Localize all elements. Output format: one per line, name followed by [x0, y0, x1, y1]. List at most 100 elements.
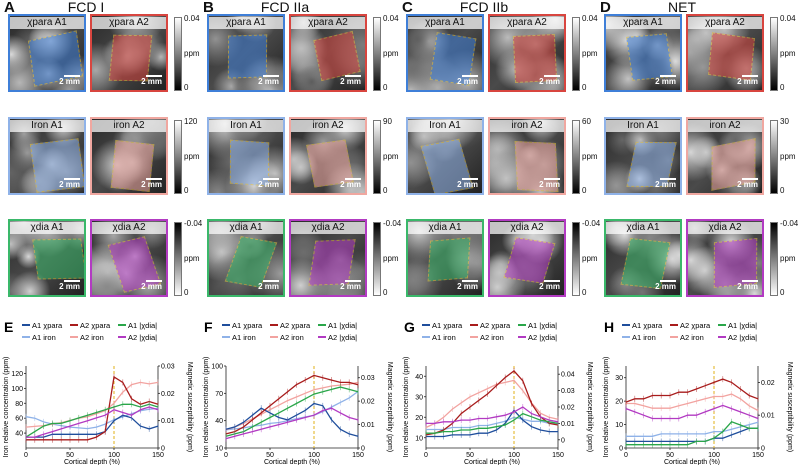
scale-bar-label: 2 mm	[258, 77, 279, 86]
roi-overlay	[31, 238, 84, 280]
legend-label: A2 χpara	[280, 321, 311, 330]
colorbar-max-label: 30	[780, 117, 789, 126]
tile-label: χdia A2	[291, 222, 365, 234]
scale-bar	[742, 280, 758, 282]
y-axis-label: Iron relative concentration (ppm)	[3, 357, 10, 458]
colorbar	[174, 17, 182, 91]
x-tick-label: 150	[352, 452, 364, 459]
colorbar-min-label: 0	[780, 288, 785, 297]
mri-tile-a1: χpara A1 2 mm	[207, 14, 285, 92]
scale-bar	[345, 75, 361, 77]
scale-bar	[345, 280, 361, 282]
x-tick-label: 50	[66, 452, 74, 459]
scale-bar-label: 2 mm	[141, 180, 162, 189]
legend-label: A2 χpara	[680, 321, 711, 330]
x-tick-label: 50	[266, 452, 274, 459]
series-line	[225, 386, 359, 437]
mri-tile-a1: χpara A1 2 mm	[8, 14, 86, 92]
colorbar	[174, 120, 182, 194]
mri-tile-a2: χdia A2 2 mm	[686, 219, 764, 297]
x-tick-label: 0	[24, 452, 28, 459]
series-line	[25, 403, 159, 438]
x-tick-label: 50	[666, 452, 674, 459]
scale-bar	[64, 280, 80, 282]
legend-label: A1 iron	[632, 333, 656, 342]
y-tick-label: 120	[11, 371, 23, 378]
series-line	[425, 370, 559, 436]
scale-bar-label: 2 mm	[539, 180, 560, 189]
legend-label: A2 χpara	[80, 321, 111, 330]
y-tick-label: 10	[215, 446, 223, 453]
mri-tile-a1: χpara A1 2 mm	[604, 14, 682, 92]
scale-bar-label: 2 mm	[655, 282, 676, 291]
scale-bar	[462, 178, 478, 180]
colorbar-max-label: -0.04	[184, 219, 203, 228]
series-line	[26, 375, 159, 441]
y2-tick-label: 0	[161, 446, 165, 453]
scale-bar	[660, 280, 676, 282]
y-tick-label: 10	[615, 422, 623, 429]
roi-overlay	[227, 34, 267, 78]
mri-tile-a1: χdia A1 2 mm	[207, 219, 285, 297]
x-tick-label: 0	[224, 452, 228, 459]
mri-tile-a2: iron A2 2 mm	[289, 117, 367, 195]
colorbar-unit-label: ppm	[383, 152, 399, 161]
colorbar-min-label: 0	[383, 83, 388, 92]
colorbar-min-label: 0	[383, 186, 388, 195]
scale-bar-label: 2 mm	[258, 180, 279, 189]
mri-tile-a1: Iron A1 2 mm	[207, 117, 285, 195]
mri-tile-a2: iron A2 2 mm	[90, 117, 168, 195]
scale-bar	[742, 178, 758, 180]
x-tick-label: 150	[152, 452, 164, 459]
colorbar-min-label: 0	[184, 186, 189, 195]
colorbar-unit-label: ppm	[582, 254, 598, 263]
x-tick-label: 100	[508, 452, 520, 459]
colorbar-unit-label: ppm	[383, 49, 399, 58]
scale-bar	[263, 178, 279, 180]
x-tick-label: 100	[108, 452, 120, 459]
colorbar-min-label: 0	[582, 83, 587, 92]
legend-label: A1 χpara	[432, 321, 463, 330]
tile-label: iron A2	[490, 120, 564, 132]
y2-tick-label: 0	[361, 446, 365, 453]
tile-label: χpara A2	[291, 17, 365, 29]
series-line	[426, 416, 558, 431]
colorbar	[373, 17, 381, 91]
scale-bar-label: 2 mm	[59, 77, 80, 86]
colorbar	[572, 222, 580, 296]
y2-tick-label: 0.01	[361, 422, 375, 429]
scale-bar-label: 2 mm	[59, 180, 80, 189]
legend-label: A2 |χdia|	[328, 333, 357, 342]
mri-tile-a1: Iron A1 2 mm	[604, 117, 682, 195]
legend-label: A2 iron	[80, 333, 104, 342]
scale-bar-label: 2 mm	[258, 282, 279, 291]
colorbar-min-label: 0	[184, 288, 189, 297]
colorbar	[572, 17, 580, 91]
series-line	[25, 381, 159, 428]
tile-label: χdia A1	[408, 222, 482, 234]
scale-bar	[544, 280, 560, 282]
tile-label: χdia A2	[490, 222, 564, 234]
tile-label: Iron A1	[10, 120, 84, 132]
colorbar-max-label: -0.04	[582, 219, 601, 228]
mri-tile-a2: χdia A2 2 mm	[289, 219, 367, 297]
panel-title: FCD IIa	[260, 0, 310, 15]
scale-bar-label: 2 mm	[457, 282, 478, 291]
scale-bar-label: 2 mm	[340, 282, 361, 291]
roi-overlay	[427, 237, 471, 283]
colorbar-unit-label: ppm	[184, 254, 200, 263]
x-axis-label: Cortical depth (%)	[264, 459, 320, 465]
colorbar-max-label: 0.04	[582, 14, 598, 23]
colorbar-max-label: -0.04	[780, 219, 799, 228]
y2-tick-label: 0	[561, 437, 565, 444]
colorbar	[770, 120, 778, 194]
legend-label: A1 iron	[32, 333, 56, 342]
y-axis-label: Iron relative concentration (ppm)	[203, 357, 210, 458]
tile-label: χdia A1	[10, 222, 84, 234]
y2-axis-label: Magnetic susceptibility (ppm)	[786, 362, 793, 452]
panel-letter: H	[604, 319, 614, 335]
series-line	[626, 421, 758, 446]
y-tick-label: 80	[15, 401, 23, 408]
legend-label: A1 iron	[432, 333, 456, 342]
colorbar-min-label: 0	[780, 186, 785, 195]
